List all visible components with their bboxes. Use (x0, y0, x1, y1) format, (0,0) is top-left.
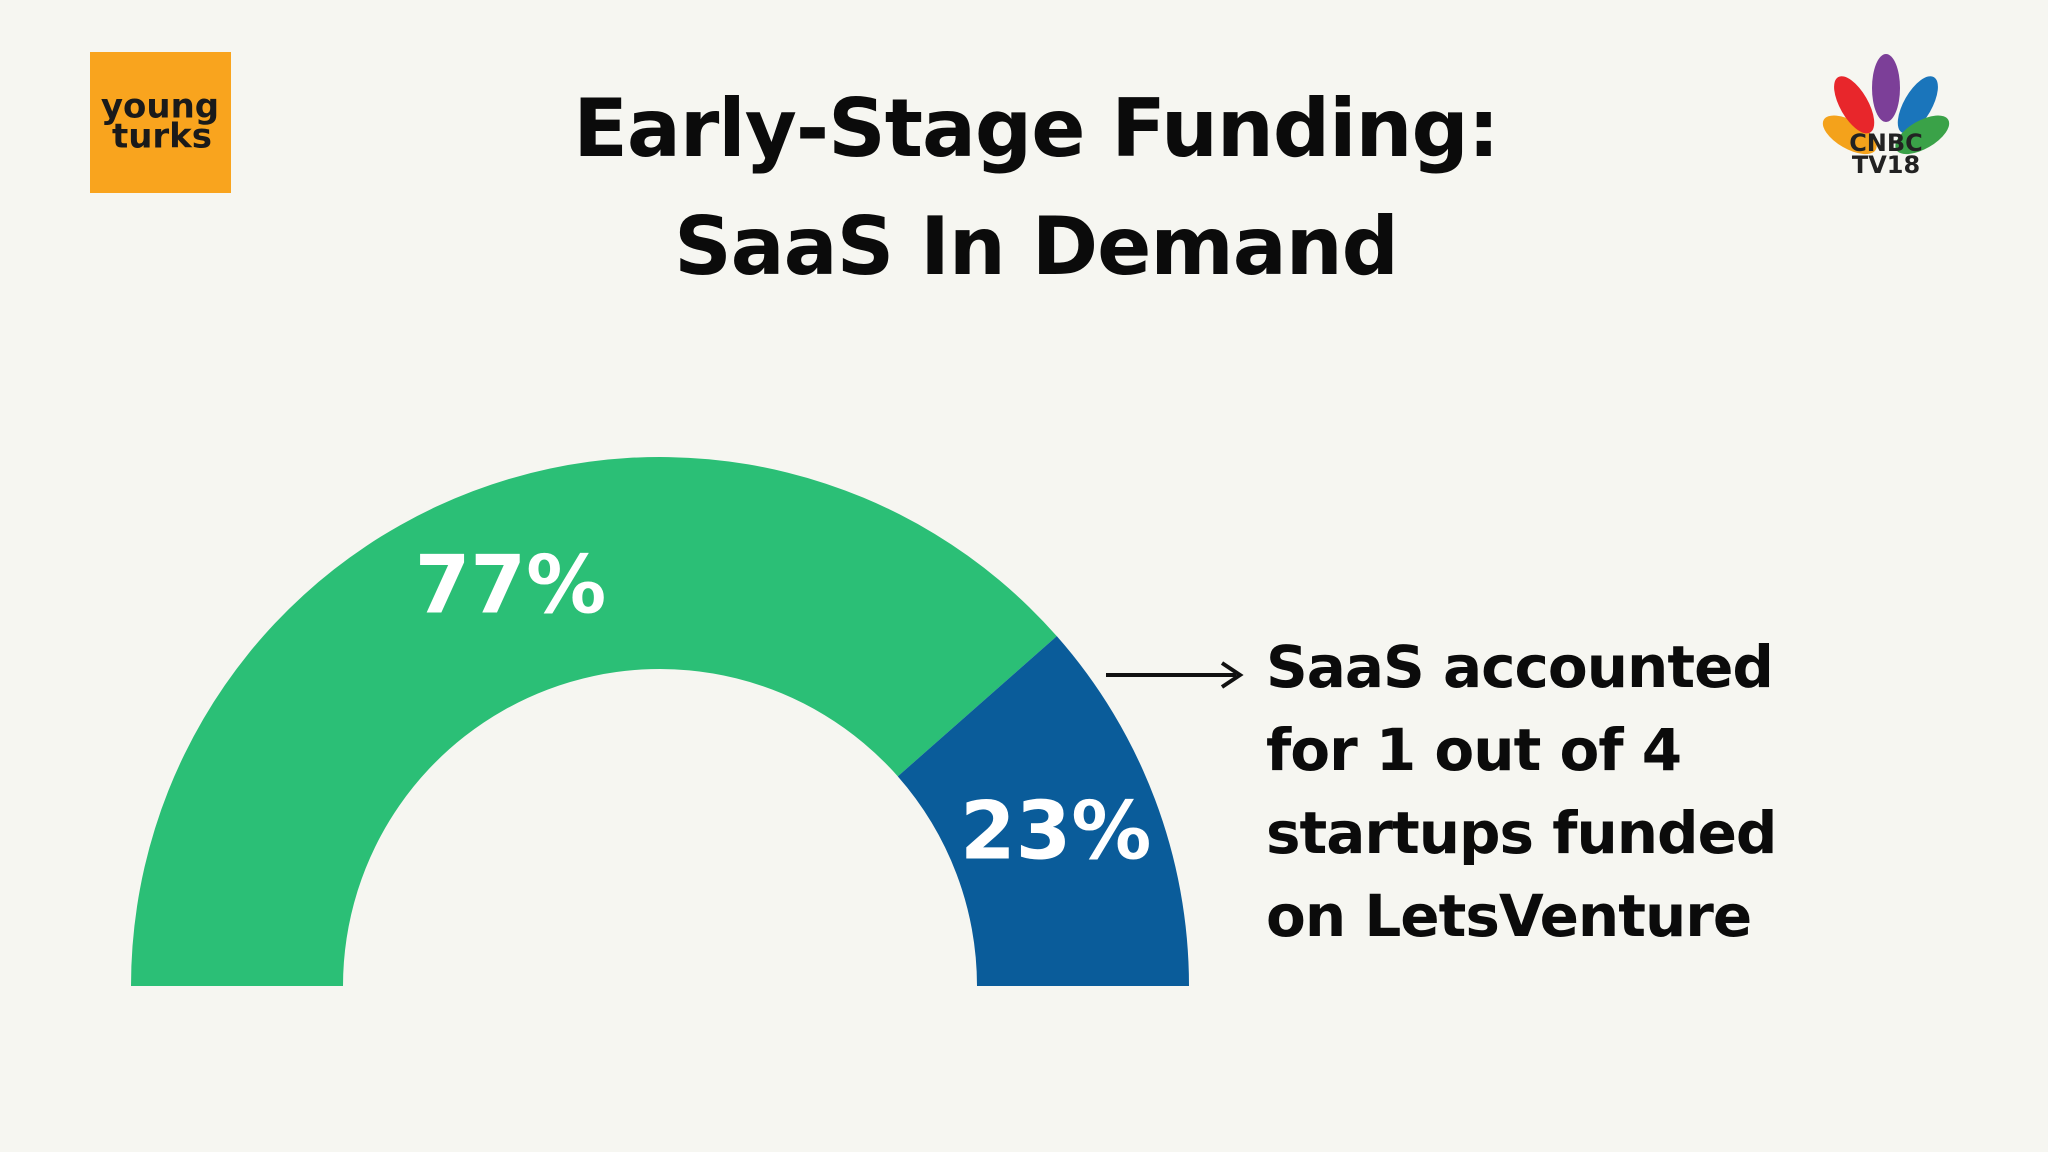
segment (131, 456, 1057, 986)
value-label: 23% (960, 784, 1151, 877)
annotation: SaaS accounted for 1 out of 4 startups f… (1266, 633, 1777, 950)
logo-text: young (101, 87, 219, 127)
segment (897, 636, 1189, 986)
logo-box (90, 52, 231, 193)
logo-text: turks (112, 117, 212, 157)
logo-text: TV18 (1852, 151, 1920, 179)
peacock-logo (1822, 54, 1950, 155)
logo-text: CNBC (1849, 129, 1923, 157)
value-label: 77% (415, 538, 606, 631)
chart-title: Early-Stage Funding: SaaS In Demand (573, 82, 1500, 293)
arrow-head (1220, 661, 1244, 689)
